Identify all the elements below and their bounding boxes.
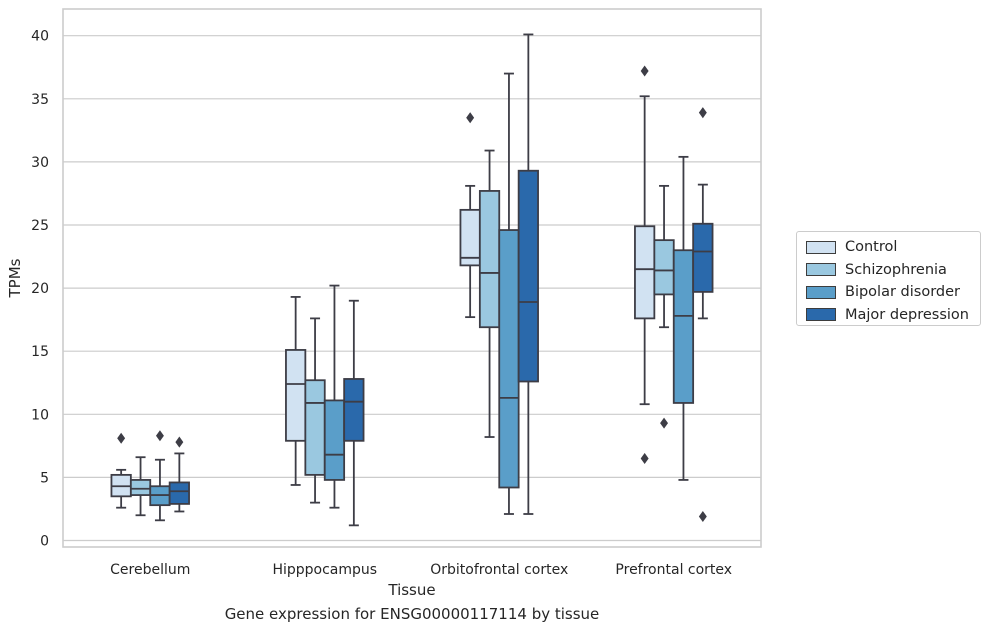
box-1-0 xyxy=(285,296,307,486)
box-body xyxy=(478,190,501,329)
y-tick-label: 40 xyxy=(31,29,49,45)
box-body xyxy=(692,222,714,293)
outlier-point xyxy=(155,430,164,442)
legend-swatch xyxy=(806,263,836,277)
outlier-point xyxy=(175,436,184,448)
legend-swatch xyxy=(806,285,836,299)
x-tick-label: Hipppocampus xyxy=(272,562,377,578)
box-body xyxy=(285,349,307,442)
box-body xyxy=(129,479,152,496)
y-tick-label: 5 xyxy=(40,470,49,486)
legend-item: Schizophrenia xyxy=(803,259,974,282)
x-tick-label: Cerebellum xyxy=(110,562,190,578)
y-tick-label: 30 xyxy=(31,155,49,171)
y-tick-label: 10 xyxy=(31,407,49,423)
legend-item: Control xyxy=(803,236,974,259)
box-2-3 xyxy=(517,33,539,515)
legend-item: Major depression xyxy=(803,304,974,327)
legend-swatch xyxy=(806,308,836,322)
box-1-3 xyxy=(343,299,365,527)
box-body xyxy=(168,481,190,505)
x-tick-label: Prefrontal cortex xyxy=(615,562,732,578)
box-0-0 xyxy=(110,432,132,509)
y-tick-label: 15 xyxy=(31,344,49,360)
outlier-point xyxy=(698,511,707,523)
legend-swatch xyxy=(806,240,836,254)
box-body xyxy=(517,169,539,383)
y-axis-label: TPMs xyxy=(6,258,24,298)
box-body xyxy=(672,249,695,404)
figure-caption: Gene expression for ENSG00000117114 by t… xyxy=(224,605,600,623)
x-tick-label: Orbitofrontal cortex xyxy=(430,562,568,578)
box-1-2 xyxy=(323,284,346,509)
outlier-point xyxy=(660,417,669,429)
y-tick-label: 20 xyxy=(31,281,49,297)
box-3-3 xyxy=(692,107,714,523)
outlier-point xyxy=(640,65,649,77)
y-tick-label: 35 xyxy=(31,92,49,108)
legend-label: Schizophrenia xyxy=(845,261,947,278)
y-tick-label: 25 xyxy=(31,218,49,234)
legend-label: Bipolar disorder xyxy=(845,284,960,301)
box-body xyxy=(304,379,326,476)
chart-legend: Control Schizophrenia Bipolar disorder Majo… xyxy=(796,231,981,326)
box-body xyxy=(498,229,520,489)
y-tick-label: 0 xyxy=(40,534,49,550)
box-body xyxy=(323,399,346,481)
legend-label: Control xyxy=(845,239,898,256)
legend-item: Bipolar disorder xyxy=(803,281,974,304)
box-body xyxy=(634,225,656,320)
outlier-point xyxy=(640,452,649,464)
box-3-0 xyxy=(634,65,656,464)
outlier-point xyxy=(117,432,126,444)
box-body xyxy=(343,378,365,442)
box-body xyxy=(653,239,675,296)
box-0-2 xyxy=(149,430,171,522)
box-3-2 xyxy=(672,155,695,481)
legend-label: Major depression xyxy=(845,306,969,323)
box-3-1 xyxy=(653,184,675,429)
x-axis-label: Tissue xyxy=(387,581,435,599)
outlier-point xyxy=(698,107,707,119)
outlier-point xyxy=(466,112,475,124)
box-0-3 xyxy=(168,436,190,513)
